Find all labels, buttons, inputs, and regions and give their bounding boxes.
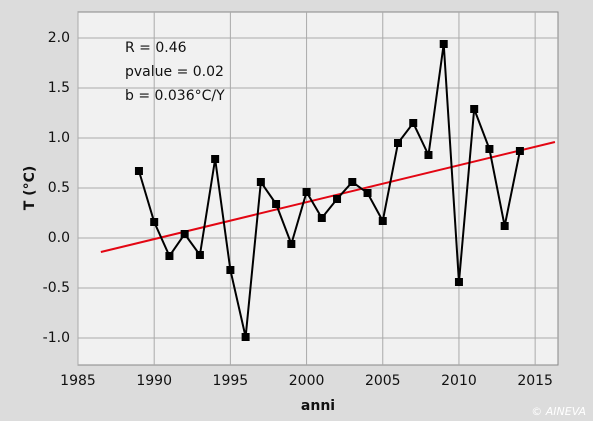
x-tick-label: 2015 [517,373,553,389]
y-tick-label: -1.0 [43,330,70,346]
marker [333,195,342,203]
y-tick-label: -0.5 [43,280,70,296]
marker [515,147,524,155]
marker [226,266,235,274]
x-tick-label: 2010 [441,373,477,389]
y-tick-label: 0.0 [48,230,70,246]
credit: © AINEVA [531,405,586,418]
marker [165,252,174,260]
marker [211,155,220,163]
marker [394,139,402,147]
marker [363,189,372,197]
y-tick-label: 0.5 [48,180,70,196]
annotation: R = 0.46 [125,40,187,56]
marker [302,188,311,196]
y-tick-label: 1.5 [48,80,70,96]
y-tick-label: 1.0 [48,130,70,146]
marker [378,217,387,225]
marker [409,119,418,127]
marker [287,240,296,248]
marker [317,214,326,222]
y-axis-label: T (°C) [22,166,38,211]
marker [454,278,463,286]
marker [134,167,143,175]
x-tick-label: 1985 [60,373,96,389]
annotation: b = 0.036°C/Y [125,88,225,104]
marker [424,151,433,159]
x-tick-label: 1995 [213,373,249,389]
marker [348,178,357,186]
marker [195,251,204,259]
marker [180,230,189,238]
annotation: pvalue = 0.02 [125,64,224,80]
x-tick-label: 2000 [289,373,325,389]
data-line [137,43,521,338]
marker [439,40,448,48]
marker [500,222,509,230]
marker [485,145,494,153]
marker [241,333,250,341]
x-tick-label: 1990 [136,373,172,389]
marker [256,178,265,186]
x-tick-label: 2005 [365,373,401,389]
marker [272,200,281,208]
y-tick-label: 2.0 [48,30,70,46]
trend-line [100,141,556,253]
marker [470,105,479,113]
x-axis-label: anni [301,398,335,414]
marker [150,218,159,226]
